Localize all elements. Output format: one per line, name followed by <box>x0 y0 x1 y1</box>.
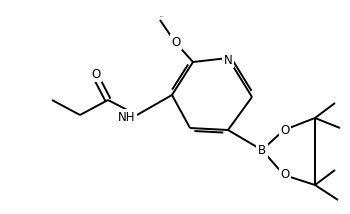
Text: O: O <box>172 36 181 49</box>
Text: NH: NH <box>118 110 135 123</box>
Text: B: B <box>258 144 266 156</box>
Text: O: O <box>91 67 101 80</box>
Text: N: N <box>224 54 232 67</box>
Text: Methyl: Methyl <box>160 16 164 17</box>
Text: O: O <box>280 168 290 181</box>
Text: O: O <box>280 123 290 137</box>
